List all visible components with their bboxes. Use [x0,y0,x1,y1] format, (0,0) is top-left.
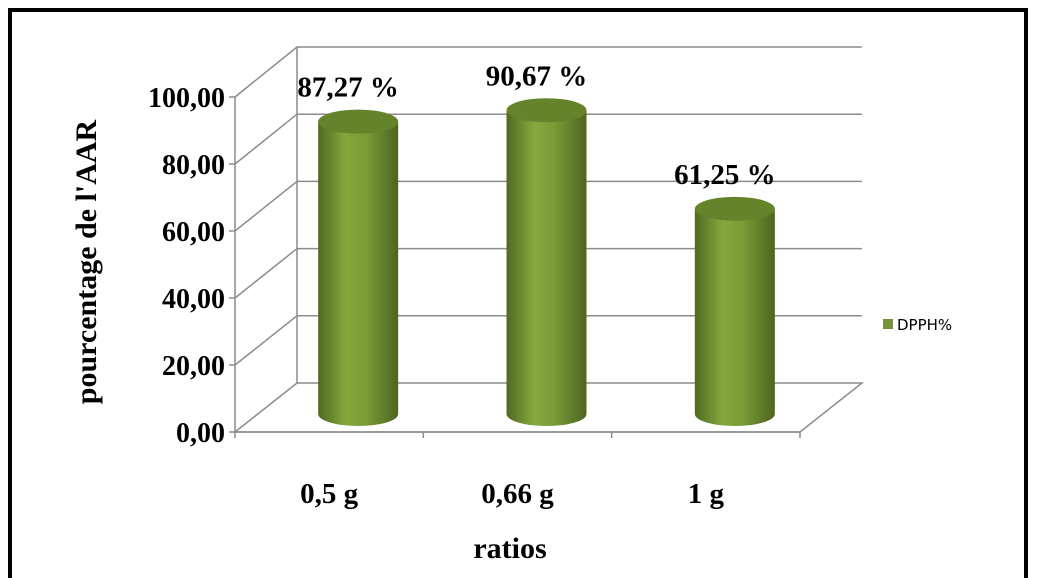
y-tick-label: 80,00 [162,150,225,181]
gridlines [234,46,862,366]
bar [506,98,587,427]
legend-label: DPPH% [897,316,952,334]
y-tick-label: 40,00 [162,284,225,315]
gridline [234,46,862,98]
bar-top [694,196,775,221]
data-label: 87,27 % [297,72,399,104]
x-tick-label: 0,5 g [300,478,359,510]
bar-series [318,98,775,427]
x-axis-title: ratios [473,532,546,565]
data-label: 90,67 % [486,60,588,92]
y-axis-title: pourcentage de l'AAR [70,119,103,404]
y-tick-label: 100,00 [148,83,225,114]
x-axis: 0,5 g 0,66 g 1 g [234,431,801,510]
data-labels: 87,27 % 90,67 % 61,25 % [297,60,775,191]
bar-body [318,121,399,426]
y-axis-ticks: 0,00 20,00 40,00 60,00 80,00 100,00 [148,83,235,449]
bar [694,196,775,426]
bar-top [318,109,399,134]
bar-body [694,208,775,426]
y-tick-label: 0,00 [176,418,225,449]
bar-top [506,98,587,123]
bar-body [506,110,587,427]
y-tick-label: 60,00 [162,217,225,248]
bar [318,109,399,426]
gridline [234,247,862,299]
data-label: 61,25 % [674,159,776,191]
legend: DPPH% [883,316,952,334]
gridline [234,180,862,232]
x-tick-label: 1 g [688,478,725,510]
y-tick-label: 20,00 [162,351,225,382]
gridline [234,315,862,366]
gridline [234,113,862,165]
x-tick-label: 0,66 g [481,478,554,510]
legend-swatch [883,319,893,329]
